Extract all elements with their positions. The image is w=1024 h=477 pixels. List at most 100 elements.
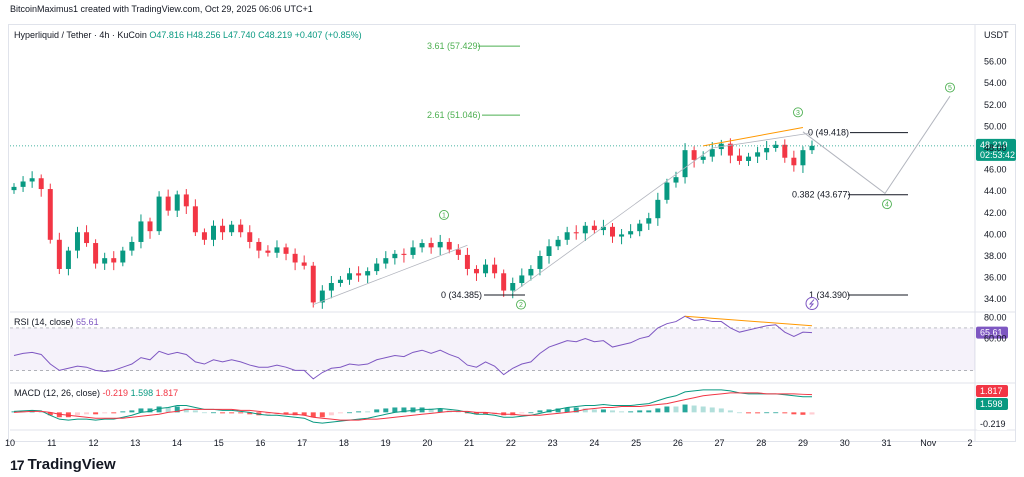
candle [165,189,171,216]
tradingview-logo-icon: 17 [10,456,25,473]
macd-histogram-bar [165,407,171,413]
time-tick-label: Nov [920,438,937,448]
candle-body [165,196,171,211]
candle-body [619,234,625,237]
candle [365,267,371,284]
time-tick-label: 25 [631,438,641,448]
flash-icon-glyph [808,299,815,308]
candle-body [401,253,407,255]
candle-body [691,150,697,160]
candle-body [555,239,561,247]
candle-body [791,157,797,166]
symbol-name: Hyperliquid / Tether · 4h · KuCoin [14,30,147,40]
candle [537,250,543,276]
candle [464,247,470,276]
price-tick-label: 38.00 [984,251,1007,261]
candle-body [673,177,679,183]
price-badge [976,138,1016,161]
macd-histogram-bar [682,404,688,413]
symbol-legend[interactable]: Hyperliquid / Tether · 4h · KuCoin O47.8… [14,30,362,40]
candle-body [637,223,643,232]
candle-body [446,241,452,250]
candle [120,246,126,267]
fib-level-label: 1 (34.390) [809,290,850,300]
macd-histogram-bar [319,412,325,418]
candle [501,269,507,297]
ohlc-close: C48.219 [258,30,293,40]
fib-level-label: 3.61 (57.429) [427,41,481,51]
candle-body [220,225,226,233]
price-badge-value: 48.219 [980,140,1008,150]
candle [401,248,407,263]
candle-body [65,250,71,269]
candle [328,275,334,299]
candle [591,220,597,234]
macd-histogram-bar [691,405,697,413]
candle [337,275,343,287]
candle [800,146,806,173]
macd-histogram-bar [736,412,742,414]
candle-body [301,262,307,266]
candle-body [709,149,715,157]
macd-histogram-bar [156,406,162,413]
candle-body [292,253,298,263]
ohlc-open: O47.816 [149,30,184,40]
candle [265,245,271,257]
candle-body [528,268,534,276]
candle-body [328,283,334,291]
rsi-band [10,327,975,371]
candle-body [628,231,634,235]
candle [238,219,244,238]
macd-histogram-bar [483,412,489,415]
candle-body [347,273,353,280]
candle [247,225,253,249]
chart-frame [8,24,1016,442]
price-tick-label: 52.00 [984,100,1007,110]
macd-histogram-bar [365,411,371,413]
candle [455,244,461,260]
macd-histogram-bar [301,412,307,416]
rsi-tick-label: 80.00 [984,312,1007,322]
time-tick-label: 18 [339,438,349,448]
candle-body [600,226,606,231]
candle [755,146,761,164]
wave-label: 4 [885,202,889,209]
candle [20,176,26,192]
macd-histogram-bar [47,412,53,416]
candle [11,183,17,194]
macd-histogram-bar [229,412,235,414]
chart-credit: BitcoinMaximus1 created with TradingView… [10,4,313,14]
macd-histogram-bar [201,412,207,414]
candle-body [473,268,479,274]
macd-histogram-bar [673,406,679,413]
candle-body [746,156,752,161]
wave-label-circle [945,82,955,93]
price-tick-label: 40.00 [984,229,1007,239]
macd-histogram-bar [356,411,362,413]
candle-body [201,232,207,240]
macd-legend[interactable]: MACD (12, 26, close) -0.219 1.598 1.817 [14,388,178,398]
macd-histogram-bar [111,412,117,414]
macd-signal-value: 1.817 [155,388,179,398]
macd-signal-badge [976,385,1008,397]
candle-body [437,241,443,248]
macd-histogram-bar [727,410,733,413]
candle-body [800,150,806,166]
candle [47,183,53,244]
price-tick-label: 44.00 [984,186,1007,196]
candle [519,268,525,287]
candle-body [782,144,788,158]
candle [446,238,452,254]
time-tick-label: 12 [88,438,98,448]
candle-body [736,155,742,161]
candle [655,192,661,226]
candle-body [700,156,706,160]
rsi-legend[interactable]: RSI (14, close) 65.61 [14,317,99,327]
wave-label-circle [793,107,803,118]
ohlc-change: +0.407 (+0.85%) [294,30,362,40]
time-tick-label: 23 [548,438,558,448]
candle [220,218,226,240]
time-tick-label: 24 [589,438,599,448]
time-tick-label: 19 [381,438,391,448]
